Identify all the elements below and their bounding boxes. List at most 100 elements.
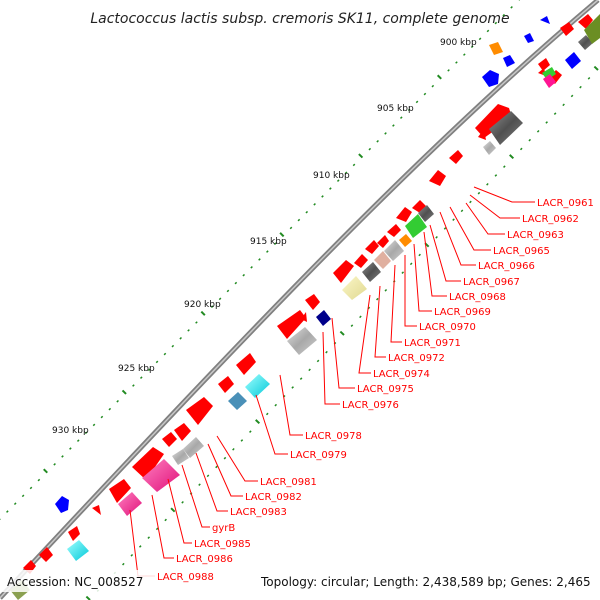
label-leader-line: [207, 443, 243, 497]
minor-tick: [463, 53, 466, 56]
minor-tick: [291, 386, 294, 389]
gene-feature: [39, 547, 53, 562]
minor-tick: [494, 21, 498, 25]
minor-tick: [415, 100, 419, 104]
minor-tick: [399, 116, 403, 119]
minor-tick: [147, 536, 151, 539]
gene-feature: [333, 260, 354, 283]
gene-label: LACR_0974: [373, 369, 430, 380]
minor-tick: [562, 103, 565, 107]
minor-tick: [147, 368, 151, 372]
minor-tick: [181, 501, 184, 504]
minor-tick: [100, 415, 104, 419]
label-leader-line: [151, 494, 174, 559]
minor-tick: [265, 412, 269, 416]
minor-tick: [455, 61, 458, 64]
scale-tick-label: 910 kbp: [313, 171, 350, 181]
gene-feature: [489, 111, 523, 145]
gene-feature: [584, 14, 600, 44]
minor-tick: [452, 218, 455, 221]
gene-label: LACR_0961: [537, 198, 594, 209]
gene-feature: [478, 129, 486, 140]
gene-feature: [405, 214, 427, 238]
minor-tick: [336, 179, 340, 182]
minor-tick: [409, 262, 413, 266]
gene-label: LACR_0978: [305, 431, 362, 442]
gene-feature: [218, 376, 234, 393]
label-leader-line: [423, 231, 447, 297]
gene-feature: [560, 22, 574, 36]
minor-tick: [494, 174, 498, 177]
minor-tick: [352, 163, 356, 167]
gene-feature: [489, 42, 503, 55]
minor-tick: [447, 69, 450, 72]
label-leader-line: [322, 331, 340, 405]
minor-tick: [289, 226, 293, 230]
gene-label: gyrB: [212, 523, 235, 534]
minor-tick: [407, 108, 411, 112]
scale-tick-label: 930 kbp: [52, 426, 89, 436]
major-tick: [436, 74, 442, 80]
minor-tick: [321, 195, 324, 198]
minor-tick: [234, 281, 238, 285]
minor-tick: [76, 439, 80, 442]
minor-tick: [435, 236, 438, 239]
gene-feature: [142, 459, 180, 492]
minor-tick: [116, 399, 119, 403]
minor-tick: [486, 29, 490, 33]
minor-tick: [502, 13, 506, 17]
footer-topology-background: [256, 570, 600, 592]
gene-feature: [429, 170, 446, 186]
gene-label: LACR_0963: [507, 230, 564, 241]
label-leader-line: [413, 243, 432, 312]
minor-tick: [553, 112, 557, 115]
minor-tick: [384, 132, 387, 135]
accession-text: Accession: NC_008527: [7, 575, 143, 589]
gene-feature: [92, 505, 101, 515]
minor-tick: [171, 344, 175, 348]
minor-tick: [299, 377, 303, 380]
gene-feature: [228, 392, 247, 410]
minor-tick: [130, 554, 134, 557]
major-tick: [339, 330, 345, 336]
gene-label: LACR_0962: [522, 214, 579, 225]
major-tick: [358, 153, 364, 159]
minor-tick: [155, 360, 159, 364]
gene-feature: [305, 294, 320, 310]
major-tick: [255, 419, 261, 425]
major-tick: [593, 65, 599, 71]
minor-tick: [155, 527, 159, 531]
gene-feature: [542, 67, 556, 80]
minor-tick: [325, 350, 328, 354]
major-tick: [279, 232, 285, 238]
minor-tick: [470, 45, 474, 49]
gene-feature: [475, 104, 512, 138]
gene-feature: [342, 276, 367, 300]
minor-tick: [37, 478, 41, 482]
gene-feature: [67, 540, 89, 561]
gene-label: LACR_0971: [404, 338, 461, 349]
minor-tick: [210, 305, 214, 309]
gene-feature: [578, 14, 593, 29]
minor-tick: [240, 439, 244, 442]
minor-tick: [92, 423, 96, 427]
label-leader-line: [216, 435, 258, 482]
label-leader-line: [167, 478, 192, 544]
label-leader-line: [404, 255, 417, 327]
gene-label: LACR_0967: [463, 277, 520, 288]
minor-tick: [84, 431, 88, 435]
minor-tick: [460, 209, 464, 213]
minor-tick: [138, 545, 142, 548]
gene-feature: [374, 251, 391, 269]
gene-feature: [316, 310, 331, 326]
gene-label: LACR_0979: [290, 450, 347, 461]
gene-feature: [543, 74, 556, 88]
minor-tick: [329, 187, 332, 190]
minor-tick: [258, 258, 261, 261]
gene-feature: [565, 52, 581, 69]
minor-tick: [316, 359, 320, 363]
minor-tick: [313, 203, 316, 206]
